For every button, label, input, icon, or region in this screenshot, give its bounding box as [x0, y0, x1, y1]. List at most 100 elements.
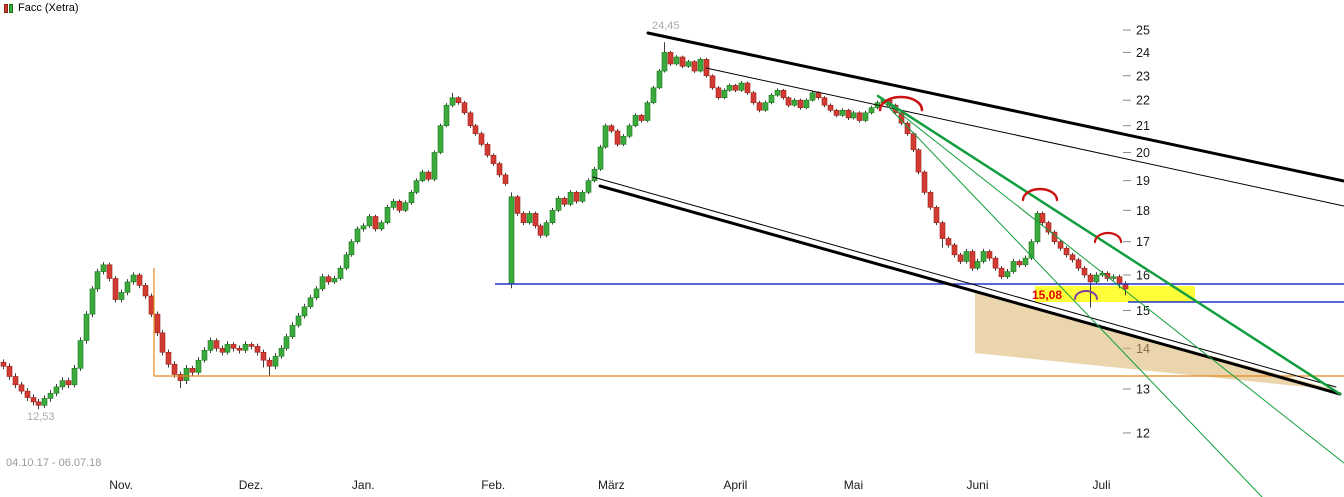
arc-annotations: [878, 95, 1123, 300]
candle-up: [632, 115, 639, 127]
y-tick-label: 12: [1136, 426, 1150, 440]
candle-up: [980, 251, 987, 262]
candle-up: [661, 52, 668, 72]
candle-down: [171, 363, 178, 375]
candle-up: [791, 99, 798, 106]
candle-down: [490, 154, 497, 164]
candle-down: [667, 52, 674, 65]
candle-up: [963, 251, 970, 262]
candle-down: [478, 133, 485, 145]
y-tick-label: 19: [1136, 174, 1150, 188]
green-main[interactable]: [876, 94, 1342, 396]
candle-down: [230, 344, 237, 349]
candle-up: [283, 336, 290, 349]
candle-down: [709, 75, 716, 89]
candle-down: [998, 267, 1005, 278]
candle-down: [1075, 259, 1082, 269]
candle-up: [77, 340, 84, 369]
candle-down: [0, 361, 7, 367]
candle-down: [472, 125, 479, 134]
green-candle-swatch: [9, 3, 13, 13]
candle-up: [47, 392, 54, 399]
x-tick-label: Juli: [1093, 478, 1111, 492]
candle-down: [679, 56, 686, 67]
candle-up: [331, 278, 338, 283]
candle-up: [768, 94, 775, 103]
candle-up: [774, 89, 781, 96]
green-fan-1[interactable]: [877, 95, 1344, 464]
candle-up: [620, 135, 627, 145]
candlestick-legend-icon: [4, 3, 13, 13]
candle-up: [390, 200, 397, 208]
candle-down: [30, 397, 37, 403]
candle-up: [100, 264, 107, 272]
x-tick-label: Juni: [966, 478, 988, 492]
candle-up: [585, 180, 592, 193]
candle-up: [803, 99, 810, 109]
candle-down: [532, 213, 539, 227]
green-fan-2[interactable]: [877, 95, 1263, 497]
candle-down: [520, 213, 527, 223]
candle-up: [1004, 271, 1011, 278]
y-tick-label: 15: [1136, 304, 1150, 318]
last-price-label: 15,08: [1032, 288, 1063, 302]
candle-down: [833, 109, 840, 116]
candle-down: [396, 200, 403, 211]
candle-up: [644, 102, 651, 121]
lower-channel-thin[interactable]: [592, 176, 1337, 388]
candle-up: [183, 367, 190, 381]
top-arc-june: [1021, 187, 1059, 202]
candle-up: [626, 125, 633, 137]
lower-channel-thick[interactable]: [598, 184, 1342, 396]
low-price-label: 12,53: [27, 411, 55, 423]
candle-up: [224, 344, 231, 353]
upper-channel-thick[interactable]: [646, 31, 1344, 183]
candle-up: [319, 276, 326, 290]
candle-up: [567, 192, 574, 205]
candle-down: [219, 348, 226, 353]
candle-down: [608, 125, 615, 132]
candle-up: [89, 288, 96, 315]
candle-up: [378, 222, 385, 230]
y-tick-label: 24: [1136, 46, 1150, 60]
x-tick-label: Nov.: [109, 478, 133, 492]
candle-up: [526, 213, 533, 223]
candle-up: [1034, 213, 1041, 243]
candle-up: [809, 92, 816, 101]
candle-down: [945, 238, 952, 246]
candle-down: [856, 112, 863, 121]
y-tick-label: 21: [1136, 119, 1150, 133]
y-tick-label: 23: [1136, 69, 1150, 83]
candle-down: [1039, 213, 1046, 223]
candle-down: [372, 216, 379, 230]
candle-down: [18, 384, 25, 392]
candle-up: [354, 228, 361, 243]
candle-up: [697, 59, 704, 72]
candle-down: [1104, 272, 1111, 279]
candle-down: [165, 351, 172, 365]
candle-down: [561, 197, 568, 205]
y-tick-label: 20: [1136, 146, 1150, 160]
candle-up: [850, 112, 857, 119]
instrument-name: Facc (Xetra): [18, 2, 79, 14]
x-tick-label: Mai: [844, 478, 863, 492]
candle-up: [71, 367, 78, 386]
candle-down: [969, 251, 976, 269]
upper-channel-thin[interactable]: [705, 67, 1344, 207]
candle-up: [650, 87, 657, 103]
candle-up: [721, 89, 728, 98]
candle-up: [656, 70, 663, 89]
candle-up: [673, 56, 680, 65]
candle-down: [142, 285, 149, 297]
y-tick-label: 22: [1136, 94, 1150, 108]
candle-up: [974, 261, 981, 269]
candle-up: [295, 315, 302, 326]
candle-up: [549, 210, 556, 223]
candle-up: [555, 197, 562, 211]
candle-down: [455, 97, 462, 103]
candle-up: [343, 254, 350, 269]
candle-down: [514, 196, 521, 214]
candle-down: [927, 192, 934, 208]
candle-down: [106, 264, 113, 279]
